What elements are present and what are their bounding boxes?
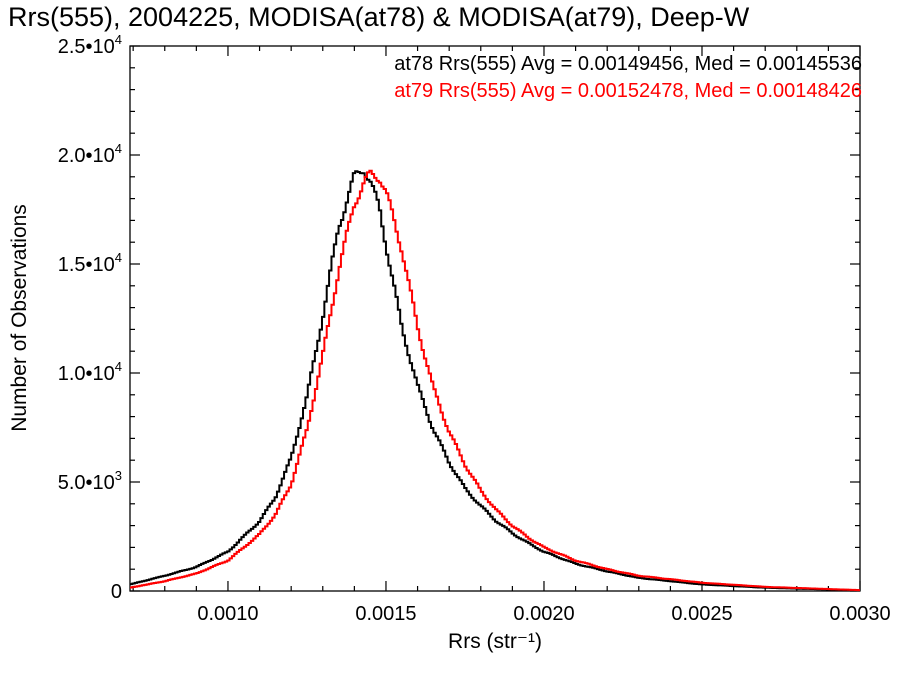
y-tick-label: 1.5•104 — [58, 250, 122, 276]
plot-frame — [129, 45, 861, 592]
y-tick-label: 2.5•104 — [58, 32, 122, 58]
x-tick-label: 0.0020 — [513, 603, 574, 625]
x-tick-label: 0.0030 — [829, 603, 890, 625]
legend-entry-at78: at78 Rrs(555) Avg = 0.00149456, Med = 0.… — [394, 53, 862, 75]
y-tick-label: 1.0•104 — [58, 359, 122, 385]
y-tick-label: 5.0•103 — [58, 468, 122, 494]
chart-title: Rrs(555), 2004225, MODISA(at78) & MODISA… — [8, 2, 750, 32]
y-axis-ticks: 0 5.0•103 1.0•104 1.5•104 2.0•104 2.5•104 — [58, 32, 860, 603]
x-axis-title: Rrs (str⁻¹) — [448, 630, 542, 653]
legend-entry-at79: at79 Rrs(555) Avg = 0.00152478, Med = 0.… — [394, 80, 862, 102]
y-axis-title: Number of Observations — [8, 204, 31, 432]
x-tick-label: 0.0025 — [671, 603, 732, 625]
series-line-at79 — [130, 169, 860, 592]
y-tick-label: 2.0•104 — [58, 141, 122, 167]
x-tick-label: 0.0010 — [197, 603, 258, 625]
series-line-at78 — [130, 170, 860, 592]
x-tick-label: 0.0015 — [355, 603, 416, 625]
x-axis-ticks: 0.0010 0.0015 0.0020 0.0025 0.0030 — [132, 46, 891, 625]
series-layer — [130, 169, 860, 592]
y-tick-label: 0 — [111, 581, 122, 603]
